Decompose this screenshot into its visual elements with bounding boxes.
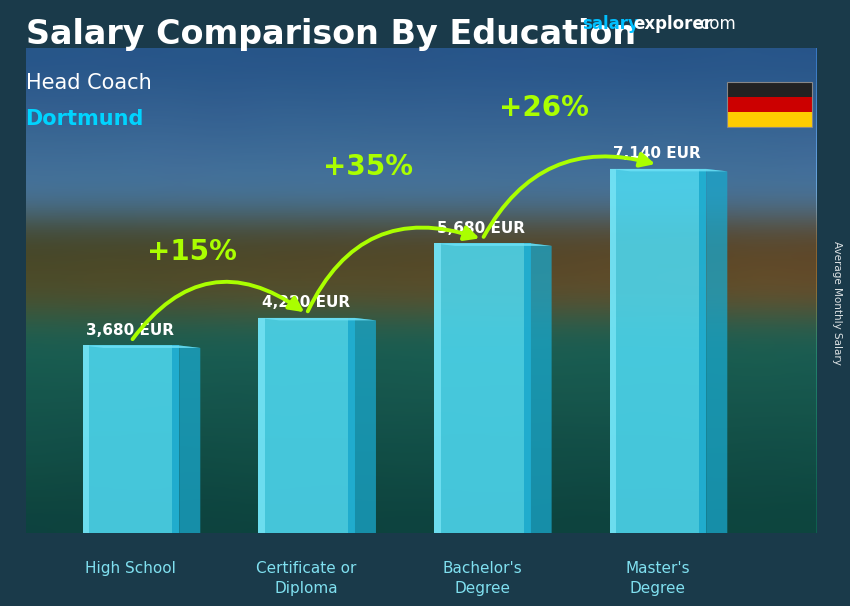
Polygon shape (82, 345, 201, 348)
Bar (173, 345, 179, 533)
Text: salary: salary (582, 15, 639, 33)
Text: +26%: +26% (499, 94, 589, 122)
Text: +35%: +35% (323, 153, 413, 181)
Text: 7,140 EUR: 7,140 EUR (613, 146, 701, 161)
Text: 4,220 EUR: 4,220 EUR (262, 295, 350, 310)
Bar (434, 244, 440, 533)
Polygon shape (354, 318, 376, 536)
Text: Salary Comparison By Education: Salary Comparison By Education (26, 18, 636, 51)
Bar (258, 318, 265, 533)
Text: Bachelor's
Degree: Bachelor's Degree (442, 561, 522, 596)
Polygon shape (434, 244, 552, 246)
Bar (700, 169, 706, 533)
Text: 3,680 EUR: 3,680 EUR (86, 323, 174, 338)
Bar (348, 318, 354, 533)
Bar (434, 244, 530, 533)
Text: High School: High School (86, 561, 176, 576)
Text: explorer: explorer (633, 15, 712, 33)
Text: Master's
Degree: Master's Degree (626, 561, 690, 596)
Text: Dortmund: Dortmund (26, 109, 144, 129)
Polygon shape (706, 169, 728, 536)
Polygon shape (609, 169, 728, 171)
Bar (609, 169, 616, 533)
Polygon shape (258, 318, 376, 321)
Text: 5,680 EUR: 5,680 EUR (438, 221, 525, 236)
Bar (609, 169, 706, 533)
Bar (82, 345, 89, 533)
Polygon shape (179, 345, 201, 536)
Polygon shape (530, 244, 552, 536)
Text: .com: .com (695, 15, 736, 33)
Text: Head Coach: Head Coach (26, 73, 151, 93)
Text: +15%: +15% (147, 238, 237, 265)
Bar (258, 318, 355, 533)
Text: Average Monthly Salary: Average Monthly Salary (832, 241, 842, 365)
Bar (82, 345, 179, 533)
Bar (524, 244, 530, 533)
Text: Certificate or
Diploma: Certificate or Diploma (257, 561, 357, 596)
